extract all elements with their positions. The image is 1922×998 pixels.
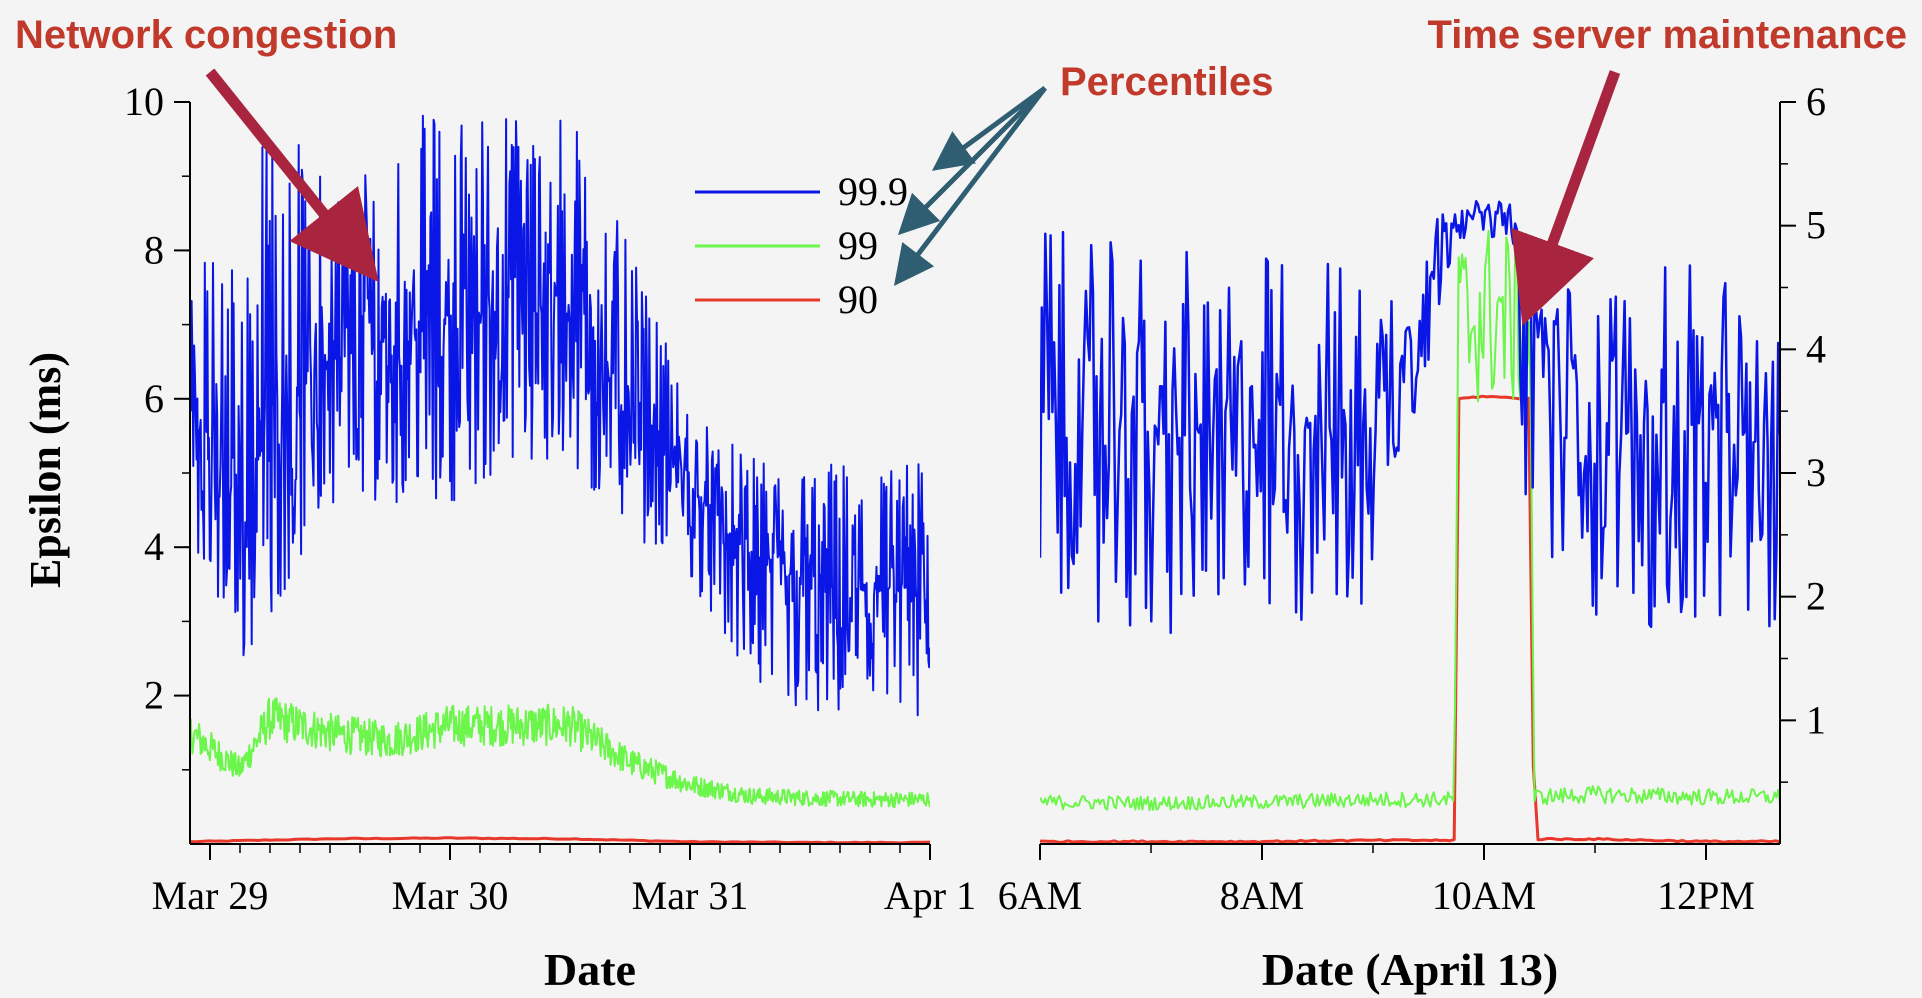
right-x-tick-label: 10AM — [1432, 873, 1536, 918]
left-y-tick-label: 8 — [144, 227, 164, 272]
right-y-tick-label: 2 — [1806, 574, 1826, 619]
left-x-tick-label: Apr 1 — [884, 873, 976, 918]
right-y-tick-label: 5 — [1806, 203, 1826, 248]
annotation-time-server-maintenance: Time server maintenance — [1427, 13, 1907, 57]
left-x-tick-label: Mar 30 — [392, 873, 509, 918]
left-x-axis-title: Date — [544, 944, 636, 995]
left-y-tick-label: 2 — [144, 673, 164, 718]
left-series-90-line — [190, 836, 930, 844]
legend-label-90: 90 — [838, 277, 878, 322]
left-y-tick-label: 10 — [124, 79, 164, 124]
annotation-percentiles: Percentiles — [1060, 60, 1273, 104]
y-axis-title: Epsilon (ms) — [21, 352, 70, 588]
right-series-99-line — [1040, 229, 1780, 812]
left-series-99-9-line — [190, 114, 930, 717]
percentiles-arrow-99 — [897, 86, 1047, 236]
annotation-network-congestion: Network congestion — [15, 13, 397, 57]
right-x-tick-label: 8AM — [1220, 873, 1304, 918]
right-y-tick-label: 6 — [1806, 79, 1826, 124]
percentiles-arrow-90 — [893, 86, 1047, 286]
network-congestion-arrow — [205, 68, 379, 283]
left-x-tick-label: Mar 31 — [632, 873, 749, 918]
right-y-tick-label: 4 — [1806, 326, 1826, 371]
right-axes: 1 2 3 4 5 6 6AM 8AM 10AM 12PM — [998, 79, 1826, 918]
left-plot-data — [190, 114, 930, 844]
left-series-99-line — [190, 697, 930, 809]
legend-label-99: 99 — [838, 223, 878, 268]
right-series-99-9-line — [1040, 199, 1780, 635]
legend: 99.9 99 90 — [695, 169, 908, 322]
left-axes: 2 4 6 8 10 Mar 29 Mar 30 Mar 31 Apr 1 — [124, 79, 976, 918]
legend-label-99-9: 99.9 — [838, 169, 908, 214]
right-series-90-line — [1040, 394, 1780, 844]
right-y-tick-label: 1 — [1806, 697, 1826, 742]
right-plot-data — [1040, 199, 1780, 844]
left-x-tick-label: Mar 29 — [152, 873, 269, 918]
maintenance-arrow — [1511, 70, 1621, 326]
right-x-axis-title: Date (April 13) — [1262, 944, 1558, 995]
percentiles-arrow-99-9 — [931, 85, 1047, 171]
left-y-tick-label: 4 — [144, 524, 164, 569]
right-y-tick-label: 3 — [1806, 450, 1826, 495]
right-x-tick-label: 6AM — [998, 873, 1082, 918]
right-x-tick-label: 12PM — [1657, 873, 1755, 918]
left-y-tick-label: 6 — [144, 376, 164, 421]
